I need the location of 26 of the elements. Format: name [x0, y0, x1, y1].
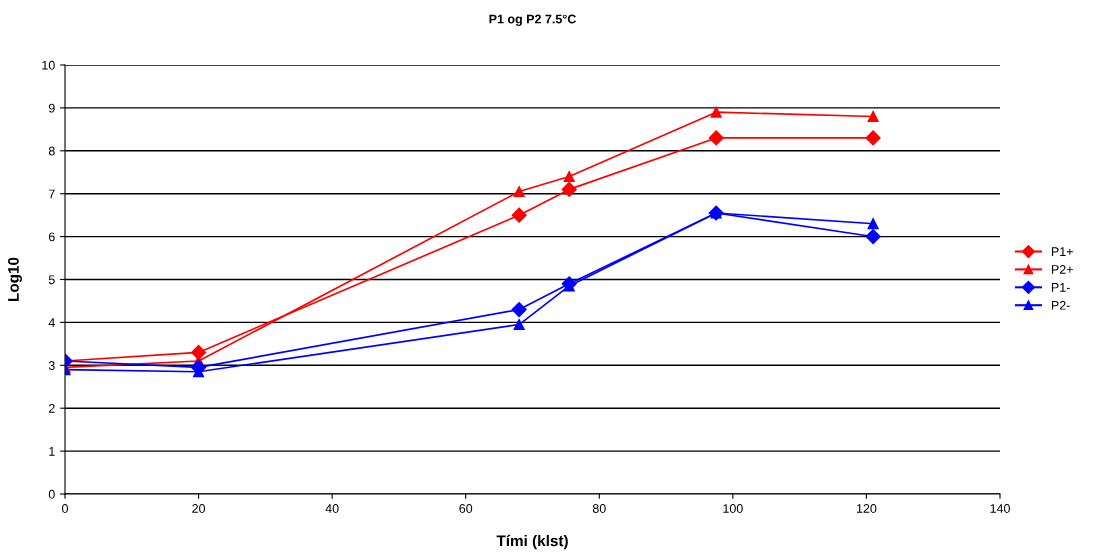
- y-tick-label: 8: [48, 146, 55, 156]
- x-tick-label: 0: [62, 504, 68, 513]
- legend-label: P1+: [1051, 247, 1073, 256]
- x-tick-label: 100: [723, 504, 743, 513]
- x-tick-label: 140: [990, 504, 1010, 513]
- y-axis-title: Log10: [8, 257, 22, 301]
- x-tick-label: 40: [325, 504, 339, 513]
- legend-label: P2+: [1051, 265, 1073, 274]
- x-tick-label: 20: [192, 504, 206, 513]
- y-tick-label: 4: [48, 318, 55, 327]
- legend-label: P1-: [1051, 283, 1070, 292]
- x-tick-label: 80: [592, 504, 606, 513]
- legend-label: P2-: [1051, 300, 1070, 310]
- y-tick-label: 10: [42, 60, 55, 70]
- x-tick-label: 60: [459, 504, 473, 513]
- y-tick-label: 7: [48, 189, 55, 199]
- y-tick-label: 1: [49, 447, 55, 456]
- y-tick-label: 5: [48, 275, 55, 285]
- y-tick-label: 2: [48, 404, 55, 413]
- chart-title: P1 og P2 7.5°C: [489, 14, 576, 26]
- x-axis-title: Tími (klst): [496, 534, 568, 550]
- y-tick-label: 0: [48, 489, 55, 499]
- x-tick-label: 120: [856, 504, 877, 513]
- y-tick-label: 6: [48, 232, 55, 242]
- y-tick-label: 3: [48, 361, 55, 370]
- y-tick-label: 9: [48, 103, 55, 113]
